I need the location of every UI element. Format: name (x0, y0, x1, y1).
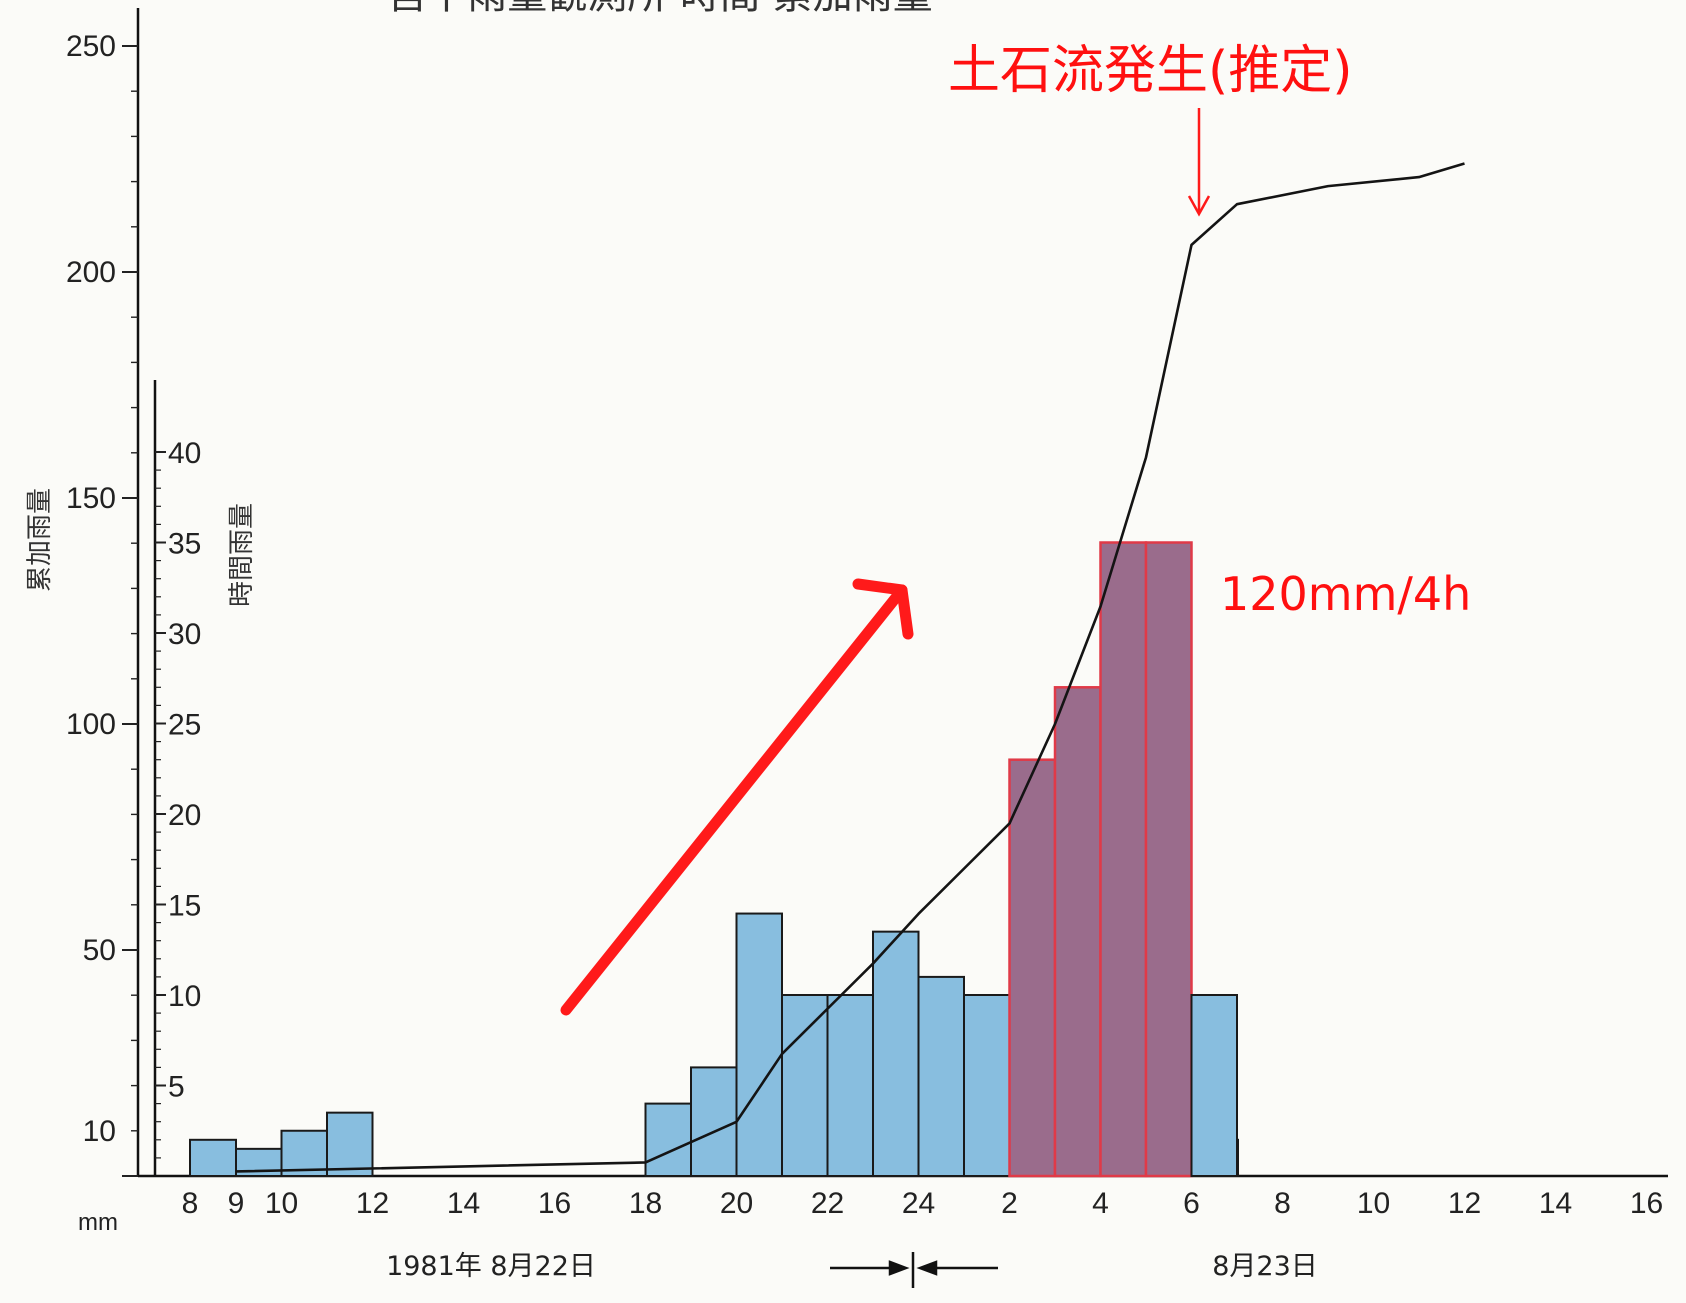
rate-annotation: 120mm/4h (1220, 567, 1471, 621)
hourly-bar (826, 994, 874, 1177)
x-tick-label: 14 (1539, 1187, 1572, 1220)
event-annotation: 土石流発生(推定) (948, 41, 1353, 101)
date-label-day2: 8月23日 (1212, 1251, 1318, 1282)
cumulative-line (235, 162, 1465, 1173)
x-tick-label: 12 (356, 1187, 389, 1220)
right-tick-label: 10 (168, 980, 201, 1013)
right-tick-label: 5 (168, 1071, 185, 1104)
right-tick-label: 35 (168, 528, 201, 561)
left-tick-label: 250 (66, 30, 116, 63)
right-axis-title: 時間雨量 (227, 503, 257, 607)
x-tick-label: 20 (720, 1187, 753, 1220)
x-tick-label: 16 (1630, 1187, 1663, 1220)
left-axis-unit: mm (78, 1209, 118, 1236)
cumulative-line-group (235, 162, 1465, 1173)
hourly-bar (189, 1138, 237, 1178)
date-label-day1: 1981年 8月22日 (386, 1251, 596, 1282)
left-tick-label: 10 (83, 1115, 116, 1148)
hourly-bars (189, 541, 1239, 1178)
x-tick-label: 4 (1092, 1187, 1109, 1220)
chart-title: 宮下雨量観測所 時間 累加雨量 (387, 0, 932, 18)
right-tick-label: 20 (168, 799, 201, 832)
highlight-bar (1144, 541, 1193, 1178)
x-tick-label: 14 (447, 1187, 480, 1220)
highlight-bar (1099, 541, 1148, 1178)
day-boundary-marker (830, 1252, 998, 1288)
right-tick-label: 25 (168, 709, 201, 742)
hourly-bar (872, 930, 920, 1178)
hourly-bar (644, 1102, 692, 1177)
highlight-bar (1053, 686, 1102, 1178)
hourly-bar (963, 994, 1011, 1177)
x-tick-label: 9 (228, 1187, 245, 1220)
x-tick-label: 8 (182, 1187, 199, 1220)
hourly-bar (917, 975, 965, 1178)
hourly-bar (781, 994, 829, 1177)
hourly-bar (1236, 1138, 1239, 1178)
x-tick-label: 12 (1448, 1187, 1481, 1220)
right-tick-label: 30 (168, 618, 201, 651)
left-tick-label: 200 (66, 256, 116, 289)
x-tick-label: 10 (1357, 1187, 1390, 1220)
event-arrow (1187, 108, 1211, 217)
x-tick-label: 6 (1183, 1187, 1200, 1220)
x-tick-label: 24 (902, 1187, 935, 1220)
x-tick-label: 10 (265, 1187, 298, 1220)
rate-arrow (560, 578, 914, 1016)
highlight-bar (1008, 758, 1057, 1178)
right-tick-label: 15 (168, 890, 201, 923)
x-tick-label: 18 (629, 1187, 662, 1220)
left-tick-label: 100 (66, 708, 116, 741)
left-axis-title: 累加雨量 (25, 488, 55, 592)
right-tick-label: 40 (168, 437, 201, 470)
x-tick-label: 2 (1001, 1187, 1018, 1220)
left-tick-label: 150 (66, 482, 116, 515)
hourly-bar (690, 1066, 738, 1178)
x-tick-label: 16 (538, 1187, 571, 1220)
hourly-bar (1190, 994, 1238, 1177)
left-tick-label: 50 (83, 934, 116, 967)
x-tick-label: 8 (1274, 1187, 1291, 1220)
x-tick-label: 22 (811, 1187, 844, 1220)
hourly-bar (326, 1111, 374, 1178)
hourly-bar (735, 912, 783, 1177)
